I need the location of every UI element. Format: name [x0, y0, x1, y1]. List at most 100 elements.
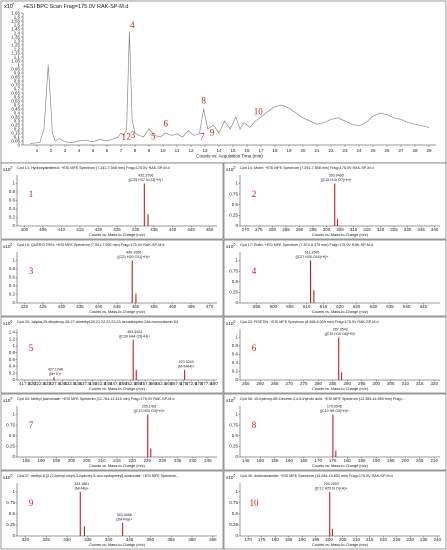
- spectrum-y-tick-label: 0.6: [9, 198, 16, 203]
- chromatogram-x-tick-label: 24: [356, 148, 362, 153]
- chromatogram-y-tick-label: 0.25: [11, 123, 20, 128]
- spectrum-x-tick-label: 315: [416, 381, 424, 386]
- spectrum-y-tick-label: 0.8: [9, 266, 16, 271]
- spectrum-title: Cpd 17: Rutin: +ESI MFE Spectrum (7.574-…: [240, 243, 373, 247]
- spectrum-x-tick-label: 175: [258, 537, 266, 542]
- chromatogram-y-tick-label: 0.95: [11, 67, 20, 72]
- spectrum-y-scale-base: x10: [3, 167, 11, 172]
- spectrum-x-tick-label: 420: [28, 381, 36, 386]
- spectrum-x-tick-label: 200: [401, 458, 409, 463]
- spectrum-x-tick-label: 610: [303, 304, 311, 309]
- spectrum-x-tick-label: 230: [159, 458, 167, 463]
- spectrum-y-tick-label: 0.5: [232, 511, 239, 516]
- chromatogram-y-tick-label: 0.3: [14, 119, 21, 124]
- chromatogram-y-tick-label: 0.85: [11, 75, 20, 80]
- spectrum-title: Cpd 14: Morin: +ESI MFE Spectrum (7.291-…: [240, 166, 374, 170]
- spectrum-x-tick-label: 320: [377, 227, 385, 232]
- spectrum-x-tick-label: 170: [244, 537, 252, 542]
- spectrum-x-tick-label: 440: [169, 227, 177, 232]
- chromatogram-y-tick-label: 0: [17, 143, 20, 148]
- spectrum-y-scale-base: x10: [3, 475, 11, 480]
- spectrum-x-tick-label: 460: [150, 381, 158, 386]
- chromatogram-trace: [29, 31, 430, 144]
- spectrum-x-tick-label: 450: [119, 381, 127, 386]
- spectrum-x-tick-label: 170: [315, 458, 323, 463]
- spectrum-title: Cpd 37: methyl 8-[2-(2-formyl-vinyl)-3-h…: [17, 474, 179, 478]
- spectrum-y-tick-label: 1: [12, 412, 15, 417]
- chromatogram-peak-label: 1: [122, 132, 127, 142]
- spectrum-y-tick-label: 0.75: [229, 500, 238, 505]
- chromatogram-y-tick-label: 0.8: [14, 79, 21, 84]
- spectrum-compound-number: 10: [250, 498, 260, 508]
- spectrum-y-tick-label: 0.25: [229, 213, 238, 218]
- spectrum-title: Cpd 23: FISETIN: +ESI MFE Spectrum (8.40…: [240, 320, 379, 324]
- spectrum-peak-label: 449.1066: [126, 251, 141, 255]
- spectrum-x-tick-label: 477.5: [201, 381, 213, 386]
- spectrum-y-tick-label: 0.25: [229, 290, 238, 295]
- spectrum-peak-label: (M+Na)+: [75, 486, 89, 490]
- spectrum-x-tick-label: 430: [58, 304, 66, 309]
- spectrum-y-tick-label: 0: [12, 533, 15, 538]
- spectrum-x-tick-label: 285: [329, 381, 337, 386]
- spectrum-y-scale-exp: 5: [11, 243, 13, 247]
- spectrum-x-tick-label: 440: [95, 304, 103, 309]
- spectrum-x-tick-label: 455: [150, 304, 158, 309]
- chromatogram-peak-label: 9: [210, 127, 215, 137]
- spectrum-x-tick-label: 620: [336, 304, 344, 309]
- spectrum-x-tick-label: 315: [363, 227, 371, 232]
- spectrum-x-tick-label: 405: [39, 227, 47, 232]
- spectrum-x-tick-label: 285: [282, 227, 290, 232]
- spectrum-x-tick-label: 275: [300, 381, 308, 386]
- spectrum-y-tick-label: 0.6: [232, 352, 239, 357]
- spectrum-peak-label: 333.1861: [74, 482, 89, 486]
- chromatogram-y-tick-label: 1.55: [11, 19, 20, 24]
- spectrum-y-tick-label: 0.6: [9, 275, 16, 280]
- spectrum-peak-label: ([C13 H20 O3]+H)+: [134, 409, 165, 413]
- spectrum-x-label: Counts vs. Mass-to-Charge (m/z): [312, 233, 369, 237]
- spectrum-y-tick-label: 0: [12, 223, 15, 228]
- chromatogram-y-tick-label: 0.15: [11, 131, 20, 136]
- spectrum-x-tick-label: 160: [286, 458, 294, 463]
- spectrum-frame: [0, 162, 224, 240]
- spectrum-y-scale-base: x10: [226, 398, 234, 403]
- spectrum-x-tick-label: 445: [187, 227, 195, 232]
- spectrum-x-tick-label: 185: [285, 537, 293, 542]
- spectrum-x-tick-label: 355: [167, 537, 175, 542]
- spectrum-x-tick-label: 325: [42, 537, 50, 542]
- spectrum-y-tick-label: 0: [235, 533, 238, 538]
- spectrum-y-scale-base: x10: [226, 167, 234, 172]
- spectrum-x-tick-label: 447.5: [110, 381, 122, 386]
- spectrum-peak-label: ([C27 H30 O16]+H)+: [295, 255, 328, 259]
- spectrum-y-tick-label: 0: [12, 300, 15, 305]
- spectrum-y-tick-label: 0.25: [6, 522, 15, 527]
- spectrum-y-tick-label: 0.2: [9, 370, 16, 375]
- spectrum-x-tick-label: 200: [325, 537, 333, 542]
- spectrum-x-tick-label: 360: [188, 537, 196, 542]
- chromatogram-y-tick-label: 0.05: [11, 139, 20, 144]
- spectrum-y-scale-exp: 5: [234, 397, 236, 401]
- spectrum-panel: [0, 239, 224, 317]
- spectrum-frame: [0, 239, 224, 317]
- chromatogram-y-tick-label: 1.3: [14, 39, 21, 44]
- spectrum-peak-label: ([C21 H20 O11]+H)+: [117, 255, 150, 259]
- spectrum-x-tick-label: 195: [387, 458, 395, 463]
- spectrum-compound-number: 3: [29, 266, 34, 276]
- spectrum-y-tick-label: 0.5: [232, 433, 239, 438]
- spectrum-frame: [223, 316, 447, 394]
- spectrum-y-scale-base: x10: [226, 244, 234, 249]
- spectrum-x-tick-label: 345: [126, 537, 134, 542]
- spectrum-x-tick-label: 310: [401, 381, 409, 386]
- spectrum-x-tick-label: 320: [22, 537, 30, 542]
- chromatogram-peak-label: 3: [131, 130, 136, 140]
- spectrum-y-tick-label: 0.2: [9, 292, 16, 297]
- spectrum-y-scale-exp: 5: [11, 166, 13, 170]
- chromatogram-y-tick-label: 1.15: [11, 51, 20, 56]
- spectrum-y-tick-label: 0.4: [9, 364, 16, 369]
- spectrum-y-tick-label: 1: [12, 181, 15, 186]
- spectrum-x-tick-label: 472.5: [186, 381, 198, 386]
- spectrum-peak-label: ([C12 H25 N O]+H)+: [315, 486, 348, 490]
- spectrum-y-scale-exp: 5: [11, 474, 13, 478]
- spectrum-x-tick-label: 615: [320, 304, 328, 309]
- spectrum-y-scale-base: x10: [226, 321, 234, 326]
- spectrum-y-tick-label: 0.25: [6, 444, 15, 449]
